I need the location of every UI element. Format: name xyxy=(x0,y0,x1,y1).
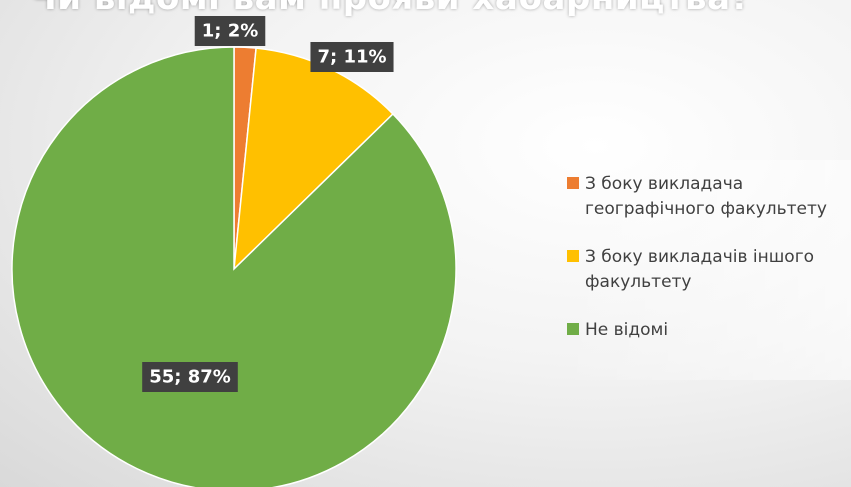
data-label-text: 1; 2% xyxy=(202,21,259,42)
legend: З боку викладача географічного факультет… xyxy=(555,160,851,380)
data-label-box xyxy=(194,16,266,46)
legend-swatch-green xyxy=(567,323,579,335)
data-label-box xyxy=(310,42,394,72)
chart-title: Чи відомі вам прояви хабарництва? xyxy=(0,0,780,18)
data-label-box xyxy=(142,362,238,392)
legend-item-lecturers-other: З боку викладачів іншого факультету xyxy=(567,245,851,295)
legend-label: З боку викладачів іншого факультету xyxy=(585,247,815,292)
data-label: 55; 87% xyxy=(142,362,238,392)
legend-label: Не відомі xyxy=(585,320,669,340)
data-label-text: 7; 11% xyxy=(317,47,386,68)
pie-slices xyxy=(11,46,457,487)
data-labels: 1; 2% 7; 11% 55; 87% xyxy=(142,16,394,392)
data-label-text: 55; 87% xyxy=(149,367,231,388)
slice-unknown xyxy=(11,46,457,487)
data-label: 7; 11% xyxy=(310,42,394,72)
data-label: 1; 2% xyxy=(194,16,266,46)
legend-label: З боку викладача географічного факультет… xyxy=(585,174,827,219)
legend-swatch-orange xyxy=(567,177,579,189)
legend-item-unknown: Не відомі xyxy=(567,318,851,343)
legend-swatch-yellow xyxy=(567,250,579,262)
legend-item-lecturer-geography: З боку викладача географічного факультет… xyxy=(567,172,851,222)
